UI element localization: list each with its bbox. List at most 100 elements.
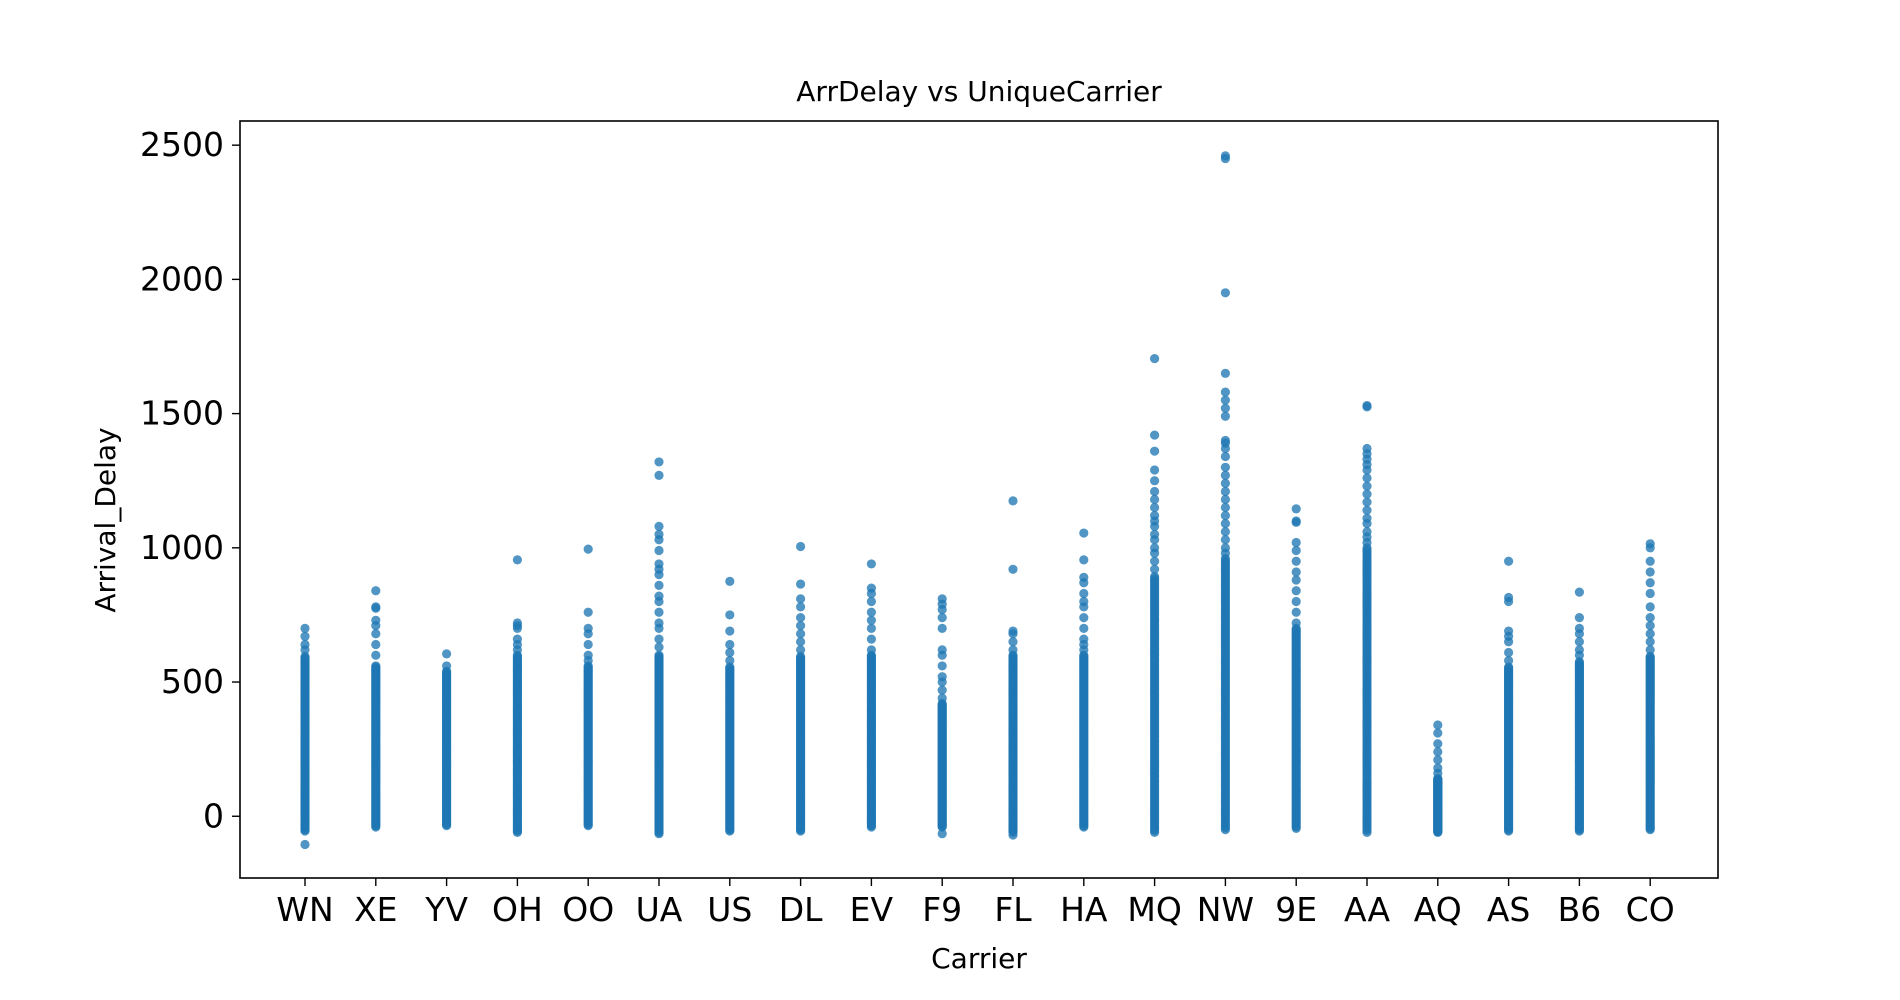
x-tick-label: WN [276, 890, 333, 929]
x-tick-label: YV [424, 890, 468, 929]
data-point-outlier [654, 642, 664, 652]
data-point-outlier [1150, 430, 1160, 440]
data-point-outlier [1150, 511, 1160, 521]
data-point-outlier [796, 637, 806, 647]
data-point-outlier [1504, 655, 1514, 666]
data-point-outlier [1150, 353, 1160, 364]
series-US [725, 576, 735, 836]
data-point-outlier [866, 583, 877, 593]
data-point-outlier [937, 645, 947, 655]
data-point-outlier [371, 639, 381, 650]
data-point-outlier [583, 650, 593, 660]
data-point-outlier [654, 521, 664, 531]
x-tick-label: MQ [1127, 890, 1181, 929]
data-point-outlier [1645, 645, 1655, 655]
data-point-outlier [1008, 496, 1018, 506]
data-point-outlier [796, 602, 806, 612]
data-point-outlier [1362, 400, 1372, 411]
data-point-outlier [1291, 607, 1301, 617]
data-point-outlier [1574, 637, 1584, 647]
data-point-outlier [796, 621, 806, 631]
data-point-outlier [937, 693, 947, 703]
data-point-outlier [654, 529, 664, 540]
data-point-outlier [1220, 511, 1230, 521]
x-tick-label: XE [354, 890, 397, 929]
x-tick-label: FL [994, 890, 1032, 929]
y-tick-label: 1000 [140, 528, 224, 567]
data-point-outlier [1291, 545, 1301, 556]
data-point-outlier [1291, 596, 1301, 607]
y-tick-label: 2500 [140, 125, 224, 164]
data-point-outlier [937, 685, 947, 695]
x-tick-label: US [707, 890, 752, 929]
data-point-outlier [1504, 626, 1514, 636]
data-point-outlier [1574, 623, 1584, 633]
data-point-outlier [1433, 739, 1443, 749]
data-point-outlier [1220, 470, 1230, 480]
data-point-outlier [371, 586, 381, 596]
data-point-outlier [1150, 476, 1160, 486]
y-tick-label: 1500 [140, 394, 224, 433]
data-point-outlier [1645, 578, 1655, 588]
data-point-outlier [1362, 513, 1372, 523]
x-tick-label: OO [562, 890, 614, 929]
data-point-outlier [1574, 587, 1584, 597]
chart-title: ArrDelay vs UniqueCarrier [796, 75, 1162, 108]
data-point-outlier [1220, 502, 1230, 513]
data-point-outlier [300, 631, 310, 642]
x-tick-label: AQ [1414, 890, 1462, 929]
data-point-outlier [796, 541, 806, 552]
data-point-outlier [1645, 567, 1655, 577]
data-point-outlier [1362, 505, 1372, 515]
y-axis-label: Arrival_Delay [89, 427, 122, 612]
data-point-outlier [654, 457, 664, 467]
series-AQ [1433, 720, 1443, 837]
data-point-outlier [300, 839, 310, 850]
data-point-outlier [1291, 556, 1301, 566]
data-point-outlier [866, 607, 877, 617]
series-9E [1291, 504, 1301, 833]
data-point-outlier [1574, 645, 1584, 655]
x-tick-label: AA [1344, 890, 1390, 929]
data-point-outlier [583, 544, 593, 554]
series-UA [654, 457, 664, 839]
data-point [1504, 662, 1514, 672]
data-point-outlier [1008, 637, 1018, 647]
series-YV [442, 649, 452, 831]
series-MQ [1150, 353, 1160, 837]
data-point-outlier [583, 639, 593, 650]
plot-frame [239, 120, 1719, 879]
data-point [654, 650, 664, 660]
data-point-outlier [1008, 830, 1018, 840]
data-point-outlier [1150, 465, 1160, 475]
x-axis-label: Carrier [931, 942, 1027, 975]
x-tick-label: 9E [1275, 890, 1317, 929]
series-WN [300, 623, 310, 850]
x-tick-label: F9 [922, 890, 962, 929]
points-layer [300, 151, 1655, 850]
data-point-outlier [1291, 516, 1301, 526]
data-point-outlier [1504, 556, 1514, 566]
data-point-outlier [1220, 451, 1230, 462]
data-point-outlier [371, 629, 381, 639]
data-point-outlier [1645, 556, 1655, 566]
data-point-outlier [654, 634, 664, 644]
data-point [1574, 657, 1584, 667]
series-AS [1504, 556, 1514, 836]
series-XE [371, 586, 381, 832]
data-point-outlier [1150, 502, 1160, 513]
data-point [371, 661, 381, 671]
x-tick-label: EV [850, 890, 894, 929]
data-point-outlier [1008, 564, 1018, 574]
data-point-outlier [866, 645, 877, 655]
data-point-outlier [1433, 728, 1443, 738]
data-point-outlier [654, 470, 664, 480]
series-OO [583, 544, 593, 831]
data-point-outlier [1291, 586, 1301, 596]
x-tick-label: UA [636, 890, 683, 929]
series-OH [512, 555, 523, 837]
data-point-outlier [1079, 596, 1089, 607]
data-point-outlier [1220, 368, 1230, 378]
